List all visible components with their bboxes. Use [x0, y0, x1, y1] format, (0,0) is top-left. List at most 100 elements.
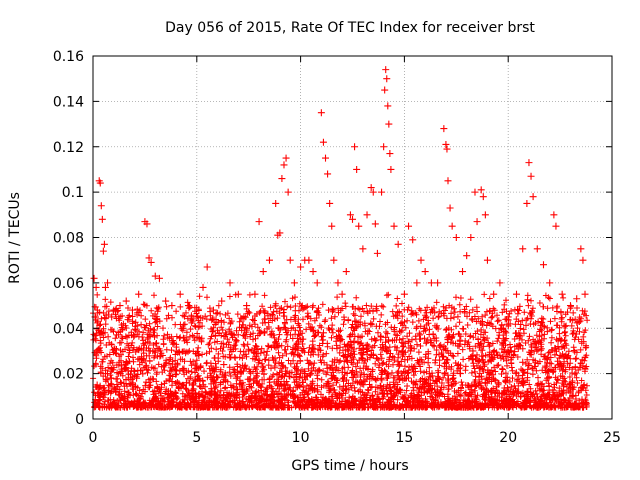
data-point [387, 165, 395, 173]
data-point [367, 184, 375, 192]
data-point [467, 234, 475, 241]
data-point [207, 388, 215, 396]
data-point [278, 175, 286, 183]
data-point [112, 388, 120, 396]
data-point [369, 188, 377, 196]
data-point [101, 283, 109, 291]
data-point [101, 370, 109, 378]
data-point [513, 290, 521, 298]
data-point [342, 268, 350, 276]
data-point [110, 306, 118, 314]
data-point [351, 143, 359, 151]
data-point [353, 165, 361, 173]
data-point [270, 356, 278, 364]
data-point [104, 279, 112, 287]
data-point [539, 261, 547, 269]
data-point [382, 66, 390, 74]
data-point [158, 383, 166, 391]
data-point [378, 188, 386, 196]
data-point [145, 347, 153, 355]
data-point [151, 272, 159, 280]
data-point [380, 143, 388, 151]
axis-ticks: 0 0.02 0.04 0.06 0.08 0.1 0.12 0.14 0.16 0 5 10 15 20… [53, 49, 621, 446]
data-point [170, 365, 178, 373]
data-point [243, 302, 251, 310]
y-axis-label: ROTI / TECUs [7, 192, 23, 284]
data-point [552, 222, 560, 230]
data-point [373, 249, 381, 257]
y-tick-label: 0.14 [53, 94, 84, 110]
data-point [407, 347, 415, 355]
data-point [282, 370, 290, 378]
data-point [282, 154, 290, 162]
chart-title: Day 056 of 2015, Rate Of TEC Index for r… [165, 20, 535, 36]
data-point [477, 186, 485, 194]
data-point [444, 336, 452, 344]
data-point [440, 125, 448, 133]
data-point [442, 140, 450, 148]
data-point [421, 268, 429, 276]
y-tick-label: 0.1 [62, 185, 84, 201]
data-point [100, 240, 108, 248]
data-point [419, 383, 427, 391]
data-point [92, 283, 100, 291]
data-point [531, 338, 539, 346]
data-points [90, 66, 589, 396]
data-point [481, 379, 489, 387]
data-point [344, 347, 352, 355]
data-point [381, 86, 389, 94]
x-tick-label: 25 [603, 430, 621, 446]
data-point [566, 302, 574, 310]
data-point [452, 234, 460, 241]
data-point [496, 279, 504, 287]
data-point [338, 290, 346, 298]
x-tick-label: 10 [292, 430, 310, 446]
data-point [168, 302, 176, 310]
data-point [324, 170, 332, 178]
data-point [519, 358, 527, 366]
data-point [317, 109, 325, 117]
data-point [417, 256, 425, 264]
data-point [286, 256, 294, 264]
data-point [558, 290, 566, 298]
data-point [90, 274, 98, 282]
data-point [569, 383, 577, 391]
data-point [147, 258, 155, 266]
data-point [326, 199, 334, 207]
data-point [116, 302, 124, 310]
data-point [349, 215, 356, 223]
data-point [448, 222, 456, 230]
data-point [96, 179, 104, 187]
y-tick-label: 0 [75, 412, 84, 428]
data-point [519, 245, 527, 253]
data-point [297, 263, 305, 271]
data-point [527, 172, 535, 180]
data-point [385, 120, 393, 128]
data-point [359, 245, 367, 253]
data-point [220, 361, 228, 369]
data-point [369, 351, 377, 359]
data-point [444, 177, 452, 185]
data-point [357, 379, 365, 387]
data-point [469, 347, 477, 355]
data-point [98, 215, 106, 223]
data-point [155, 274, 163, 282]
data-point [473, 218, 481, 226]
data-point [226, 279, 234, 287]
data-point [332, 365, 340, 373]
data-point [581, 365, 589, 373]
y-tick-label: 0.16 [53, 49, 84, 65]
data-point [456, 370, 464, 378]
data-point [432, 356, 440, 364]
data-point [581, 290, 589, 298]
data-point [232, 374, 240, 382]
data-point [290, 279, 298, 287]
data-point [309, 268, 317, 276]
data-point [209, 306, 217, 314]
data-point [463, 252, 471, 260]
data-point [394, 240, 402, 248]
data-point [529, 193, 537, 201]
data-point [135, 290, 143, 298]
data-point [257, 383, 265, 391]
y-tick-label: 0.02 [53, 367, 84, 383]
